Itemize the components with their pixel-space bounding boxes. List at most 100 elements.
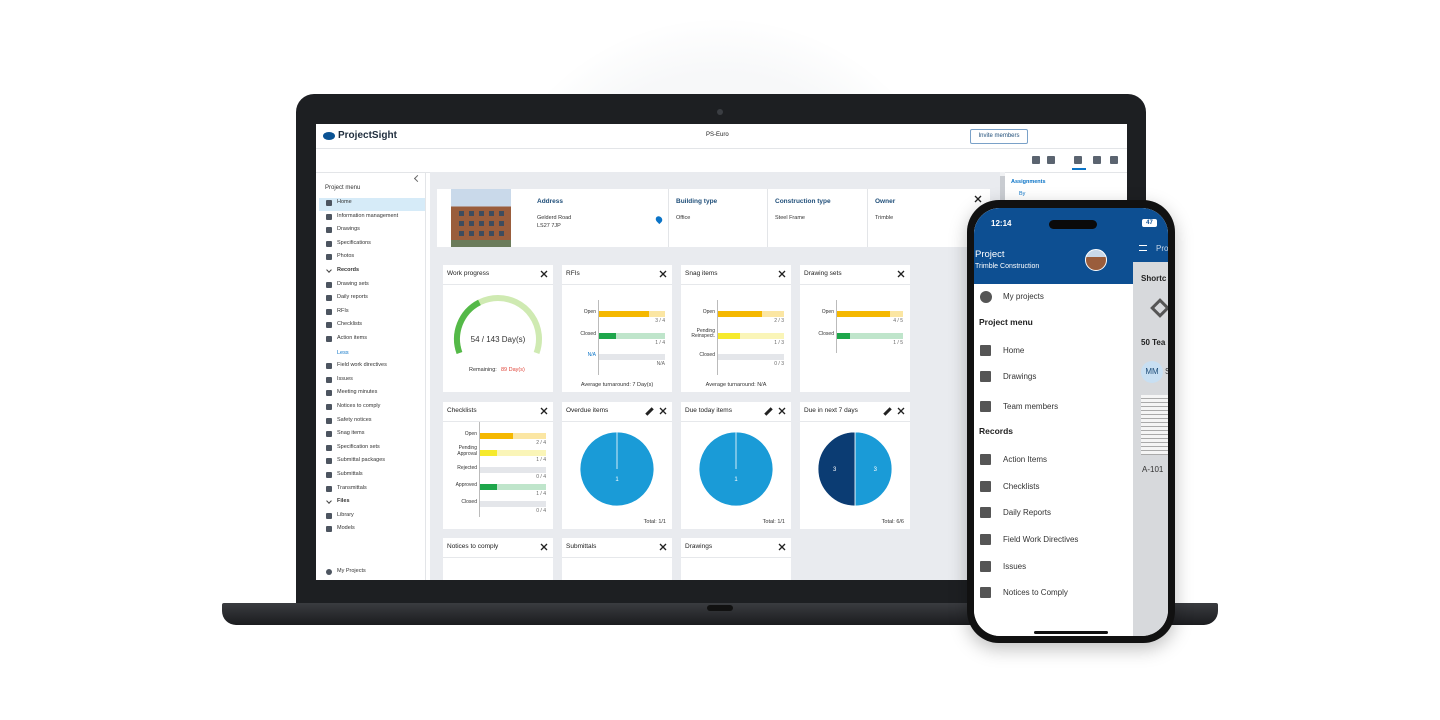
bar-label: Closed [818,330,834,337]
sidebar-group[interactable]: Records [337,267,360,273]
sidebar-footer[interactable]: My Projects [337,568,366,574]
drawer-item[interactable]: Issues [1003,562,1027,571]
photo-window [479,231,484,236]
close-button[interactable] [540,407,548,415]
sidebar-item[interactable]: Notices to comply [337,403,381,409]
drawer-item[interactable]: Notices to Comply [1003,588,1068,597]
close-button[interactable] [778,407,786,415]
sidebar-item[interactable]: Specification sets [337,443,380,450]
widget-header-rule [681,557,791,558]
edit-button[interactable] [645,407,654,416]
sidebar-item[interactable]: Submittals [337,471,363,477]
remaining-label: Remaining: [469,367,497,373]
edit-button[interactable] [883,407,892,416]
widget-card: Checklists Open 2 / 4 Pending Approval 1 / 4… [443,402,553,529]
drawer-item[interactable]: Team members [1003,402,1059,411]
icon [326,390,332,397]
sidebar-item[interactable]: Models [337,525,355,532]
drawer-item[interactable]: Drawings [1003,372,1037,381]
widget-card: RFIs Average turnaround: 7 Day(s) Open 3 / … [562,265,672,392]
collapse-chevron [413,174,422,183]
widget-header-rule [443,557,553,558]
sidebar-item[interactable]: Transmittals [337,484,367,491]
icon [1047,156,1055,164]
bar-value-label: 0 / 3 [774,361,784,367]
close-button[interactable] [778,543,786,551]
bar-value-label: 2 / 3 [774,318,784,324]
close-icon [778,270,786,278]
phone-screen: Pro Shortc 50 Tea MM S A-101 12:14 Project Trimb… [974,208,1168,636]
drawer-item[interactable]: Field Work Directives [1003,535,1079,544]
icon [1110,156,1118,164]
home-indicator [1034,631,1108,634]
sidebar-item[interactable]: Meeting minutes [337,389,378,396]
sidebar-item[interactable]: Library [337,511,354,518]
close-button[interactable] [897,270,905,278]
close-icon [897,407,905,415]
icon [326,472,332,478]
drawer-item[interactable]: Daily Reports [1003,508,1052,517]
column-divider [867,189,868,247]
sidebar-item[interactable]: Information management [337,212,399,219]
close-icon [659,407,667,415]
x-stroke [897,270,905,278]
sidebar-item[interactable]: Issues [337,375,353,382]
close-button[interactable] [659,543,667,551]
close-button[interactable] [897,407,905,415]
panel-filter: By [1019,191,1026,197]
x-stroke [974,195,982,203]
icon [980,534,991,545]
drawer-item[interactable]: Action Items [1003,455,1048,464]
icon [326,254,332,261]
sidebar-item[interactable]: Action items [337,335,367,341]
edit-button[interactable] [764,407,773,416]
x-stroke [778,407,786,415]
sidebar-item[interactable]: Safety notices [337,416,372,423]
close-button[interactable] [540,543,548,551]
close-button[interactable] [540,270,548,278]
sidebar-item[interactable]: Field work directives [337,362,387,369]
widget-title: Overdue items [566,407,609,414]
widget-title: RFIs [566,270,580,277]
icon [1032,156,1040,164]
pie-label: 1 [734,477,738,483]
bar-axis [836,300,837,353]
widget-header-rule [443,284,553,285]
sidebar-group[interactable]: Files [337,498,350,505]
sidebar-item[interactable]: Checklists [337,321,363,328]
sidebar-item[interactable]: Specifications [337,239,371,246]
bar-label: Rejected [457,465,477,471]
icon [326,417,332,424]
sidebar-divider [425,173,426,580]
widget-footer: Average turnaround: 7 Day(s) [580,382,654,388]
sidebar-item[interactable]: Photos [337,253,355,260]
sidebar-item[interactable]: RFIs [337,307,349,314]
bar-value-label: 4 / 5 [893,318,903,324]
widget-header-rule [800,421,910,422]
close-button[interactable] [974,195,982,203]
drawer-item[interactable]: Checklists [1003,482,1040,491]
close-button[interactable] [659,270,667,278]
sidebar-item[interactable]: Home [337,199,352,205]
bar-label: Closed [699,352,715,358]
sidebar-item[interactable]: Snag items [337,430,365,437]
widget-header-rule [562,421,672,422]
drawer-item[interactable]: Home [1003,346,1025,355]
project-name: PS-Euro [706,132,729,138]
close-button[interactable] [778,270,786,278]
toolbar-active-underline [1072,168,1086,170]
sidebar-toggle[interactable]: Less [337,349,349,356]
close-button[interactable] [659,407,667,415]
sidebar-item[interactable]: Submittal packages [337,457,385,464]
bar [480,450,497,456]
field-value: LS27 7JP [537,223,561,229]
behind-team: 50 Tea [1141,338,1166,347]
sidebar-item[interactable]: Daily reports [337,294,368,301]
back-link[interactable]: My projects [1003,292,1044,301]
photo-window [459,231,464,236]
bar [480,433,513,439]
sidebar-item[interactable]: Drawings [337,226,360,233]
sidebar-item[interactable]: Drawing sets [337,280,369,287]
invite-button[interactable]: Invite members [970,129,1028,144]
project-photo [451,189,511,247]
